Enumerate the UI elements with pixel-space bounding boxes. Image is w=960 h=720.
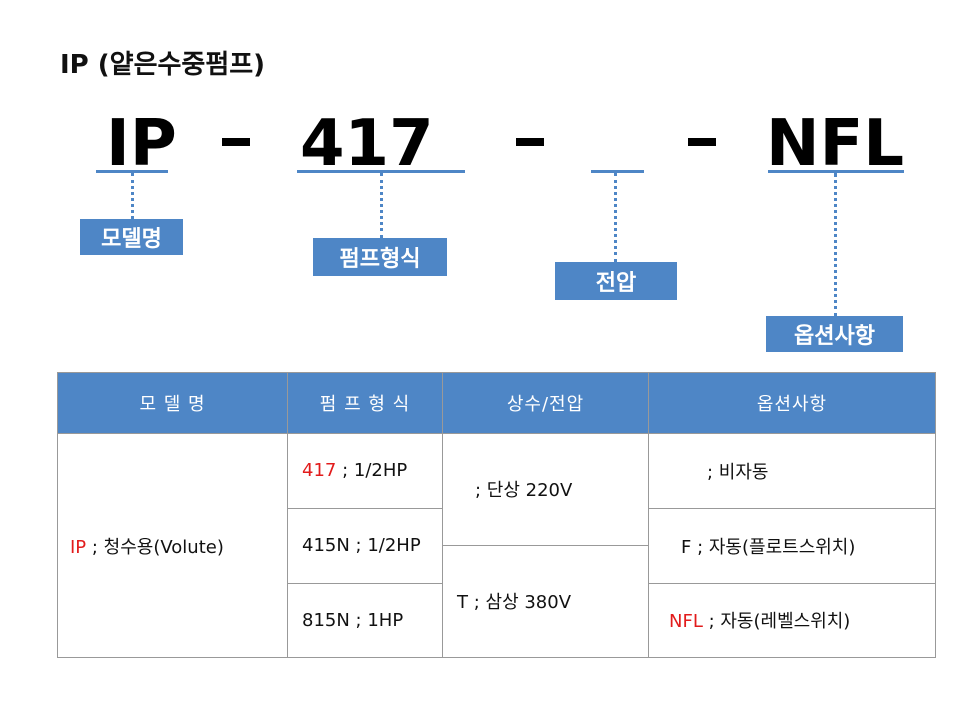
voltage-2: T ; 삼상 380V	[457, 592, 572, 614]
pump-code-2: 415N	[302, 535, 350, 556]
cell-option-3: NFL ; 자동(레벨스위치)	[648, 582, 936, 658]
table-row: T ; 삼상 380V	[58, 544, 936, 658]
code-options: NFL	[766, 107, 905, 181]
voltage-1: ; 단상 220V	[475, 480, 573, 502]
pump-code-1: 417	[302, 460, 337, 482]
table-header-row: 모 델 명 펌 프 형 식 상수/전압 옵션사항	[57, 372, 936, 434]
pump-desc-2: ; 1/2HP	[349, 535, 421, 556]
label-options: 옵션사항	[766, 316, 903, 352]
code-dash-2	[516, 138, 544, 146]
option-desc-1: ; 비자동	[707, 461, 769, 483]
label-model: 모델명	[80, 219, 183, 255]
table-row: 415N ; 1/2HP F ; 자동(플로트스위치)	[58, 507, 936, 584]
cell-pump-2: 415N ; 1/2HP	[287, 507, 443, 584]
connector-options	[834, 173, 837, 317]
label-voltage: 전압	[555, 262, 677, 300]
code-model: IP	[106, 107, 177, 181]
option-code-2: F	[681, 536, 692, 558]
header-options: 옵션사항	[648, 372, 936, 434]
underline-voltage	[591, 170, 644, 173]
cell-voltage-1: ; 단상 220V	[442, 433, 649, 546]
model-code: IP	[70, 536, 87, 558]
code-dash-1	[222, 138, 250, 146]
header-pump-type: 펌 프 형 식	[287, 372, 443, 434]
page-title: IP (얕은수중펌프)	[60, 50, 266, 80]
spec-table: 모 델 명 펌 프 형 식 상수/전압 옵션사항 IP ; 청수용(Volute…	[57, 372, 936, 658]
cell-pump-3: 815N ; 1HP	[287, 582, 443, 658]
underline-pump-type	[297, 170, 465, 173]
cell-option-1: ; 비자동	[648, 433, 936, 509]
connector-voltage	[614, 173, 617, 262]
header-voltage: 상수/전압	[442, 372, 649, 434]
underline-model	[96, 170, 168, 173]
connector-model	[131, 173, 134, 219]
pump-desc-1: ; 1/2HP	[336, 460, 408, 482]
label-pump-type: 펌프형식	[313, 238, 447, 276]
code-dash-3	[688, 138, 716, 146]
option-desc-3: ; 자동(레벨스위치)	[702, 611, 851, 633]
model-desc: ; 청수용(Volute)	[86, 536, 224, 558]
pump-desc-3: ; 1HP	[349, 609, 404, 631]
code-pump-type: 417	[300, 107, 434, 181]
option-desc-2: ; 자동(플로트스위치)	[691, 536, 856, 558]
cell-option-2: F ; 자동(플로트스위치)	[648, 507, 936, 584]
table-row: IP ; 청수용(Volute) 417 ; 1/2HP ; 단상 220V ;…	[57, 433, 936, 658]
pump-code-3: 815N	[302, 609, 350, 631]
option-code-3: NFL	[669, 611, 703, 633]
table-row: 815N ; 1HP NFL ; 자동(레벨스위치)	[58, 582, 936, 658]
underline-options	[768, 170, 904, 173]
cell-pump-1: 417 ; 1/2HP	[287, 433, 443, 509]
cell-voltage-2: T ; 삼상 380V	[442, 544, 649, 658]
cell-model: IP ; 청수용(Volute)	[57, 433, 288, 658]
header-model: 모 델 명	[57, 372, 288, 434]
connector-pump-type	[380, 173, 383, 238]
